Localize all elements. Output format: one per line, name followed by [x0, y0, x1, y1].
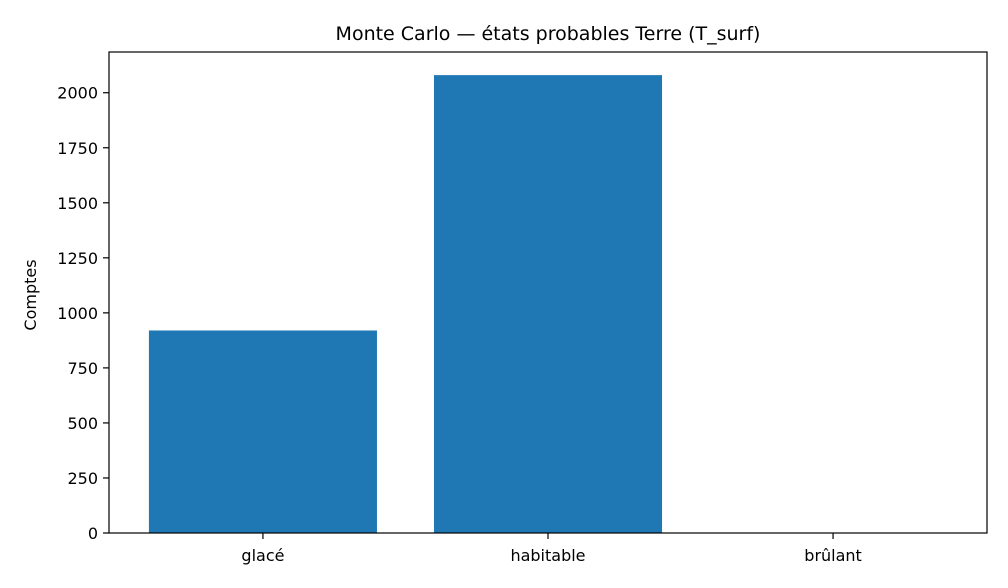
bars-group — [148, 75, 663, 534]
plot-frame — [108, 51, 988, 534]
bar-0 — [148, 330, 377, 533]
bar-1 — [433, 75, 663, 534]
y-tick-label: 500 — [67, 414, 98, 433]
x-axis: glacé habitable brûlant — [241, 533, 862, 565]
chart-title: Monte Carlo — états probables Terre (T_s… — [336, 23, 761, 45]
y-axis: 0 250 500 750 1000 1250 1500 1750 2000 — [57, 84, 109, 543]
y-tick-label: 1000 — [57, 304, 98, 323]
x-tick-label: habitable — [510, 546, 585, 565]
y-tick-label: 1250 — [57, 249, 98, 268]
y-axis-label: Comptes — [21, 259, 40, 330]
y-tick-label: 2000 — [57, 84, 98, 103]
y-tick-label: 750 — [67, 359, 98, 378]
y-tick-label: 1750 — [57, 139, 98, 158]
x-tick-label: glacé — [241, 546, 284, 565]
y-tick-label: 250 — [67, 469, 98, 488]
x-tick-label: brûlant — [804, 546, 862, 565]
y-tick-label: 1500 — [57, 194, 98, 213]
y-tick-label: 0 — [88, 524, 98, 543]
